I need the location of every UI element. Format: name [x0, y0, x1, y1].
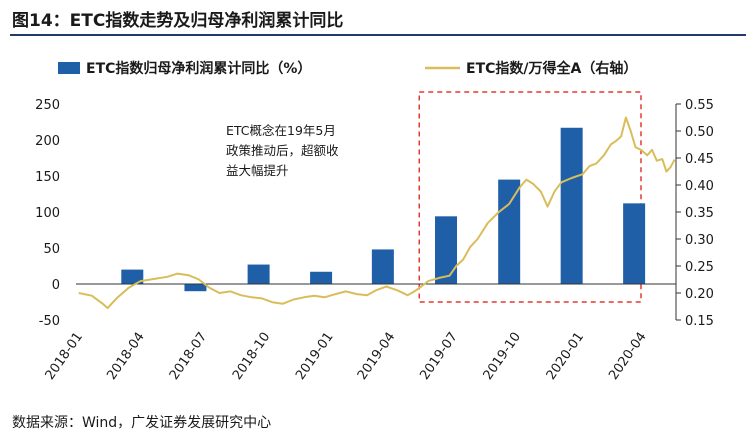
left-tick-label: -50 [39, 314, 60, 329]
left-tick-label: 250 [35, 98, 60, 113]
right-tick-label: 0.15 [685, 314, 714, 329]
right-tick-label: 0.40 [685, 179, 714, 194]
right-tick-label: 0.20 [685, 287, 714, 302]
right-tick-label: 0.30 [685, 233, 714, 248]
right-tick-label: 0.50 [685, 125, 714, 140]
left-tick-label: 100 [35, 206, 60, 221]
legend-bar-swatch [58, 62, 80, 74]
title-rule [10, 34, 746, 36]
figure-title: 图14：ETC指数走势及归母净利润累计同比 [12, 11, 344, 31]
left-axis: -50 0 50 100 150 200 250 [35, 98, 60, 329]
right-tick-label: 0.45 [685, 152, 714, 167]
line-series [78, 116, 676, 310]
annotation-line: 政策推动后，超额收 [226, 143, 339, 158]
legend-bar-label: ETC指数归母净利润累计同比（%） [86, 60, 311, 77]
right-tick-label: 0.25 [685, 260, 714, 275]
bar [623, 203, 646, 284]
bar [498, 179, 521, 284]
left-tick-label: 200 [35, 134, 60, 149]
x-tick-label: 2020-04 [606, 330, 649, 383]
left-tick-label: 50 [43, 242, 60, 257]
x-tick-label: 2019-04 [355, 330, 398, 383]
bar-series [121, 127, 646, 292]
line-path [78, 116, 676, 310]
bar [435, 216, 458, 284]
highlight-box [418, 91, 642, 303]
annotation-line: ETC概念在19年5月 [226, 123, 336, 138]
left-tick-label: 0 [52, 278, 60, 293]
highlight-rect [418, 91, 642, 303]
x-tick-label: 2018-10 [230, 330, 273, 383]
bar [121, 269, 144, 284]
left-tick-label: 150 [35, 170, 60, 185]
x-tick-label: 2020-01 [544, 330, 587, 383]
x-axis: 2018-01 2018-04 2018-07 2018-10 2019-01 2019-… [43, 330, 650, 383]
chart: ETC指数归母净利润累计同比（%） ETC指数/万得全A（右轴） ETC概念在19… [35, 60, 714, 383]
bar [560, 127, 583, 284]
bar [184, 284, 207, 292]
bar [310, 271, 333, 284]
x-tick-label: 2018-07 [167, 330, 210, 383]
legend-line-label: ETC指数/万得全A（右轴） [466, 60, 637, 77]
x-tick-label: 2018-01 [43, 330, 86, 383]
legend: ETC指数归母净利润累计同比（%） ETC指数/万得全A（右轴） [58, 60, 637, 77]
bar [247, 264, 270, 284]
x-tick-label: 2018-04 [104, 330, 147, 383]
x-tick-label: 2019-07 [417, 330, 460, 383]
annotation-line: 益大幅提升 [226, 163, 289, 178]
bar [371, 249, 394, 284]
right-tick-label: 0.35 [685, 206, 714, 221]
right-tick-label: 0.55 [685, 98, 714, 113]
source-note: 数据来源：Wind，广发证券发展研究中心 [12, 415, 272, 431]
x-tick-label: 2019-01 [293, 330, 336, 383]
right-axis: 0.15 0.20 0.25 0.30 0.35 0.40 0.45 0.50 0.55 [675, 98, 714, 329]
x-tick-label: 2019-10 [481, 330, 524, 383]
